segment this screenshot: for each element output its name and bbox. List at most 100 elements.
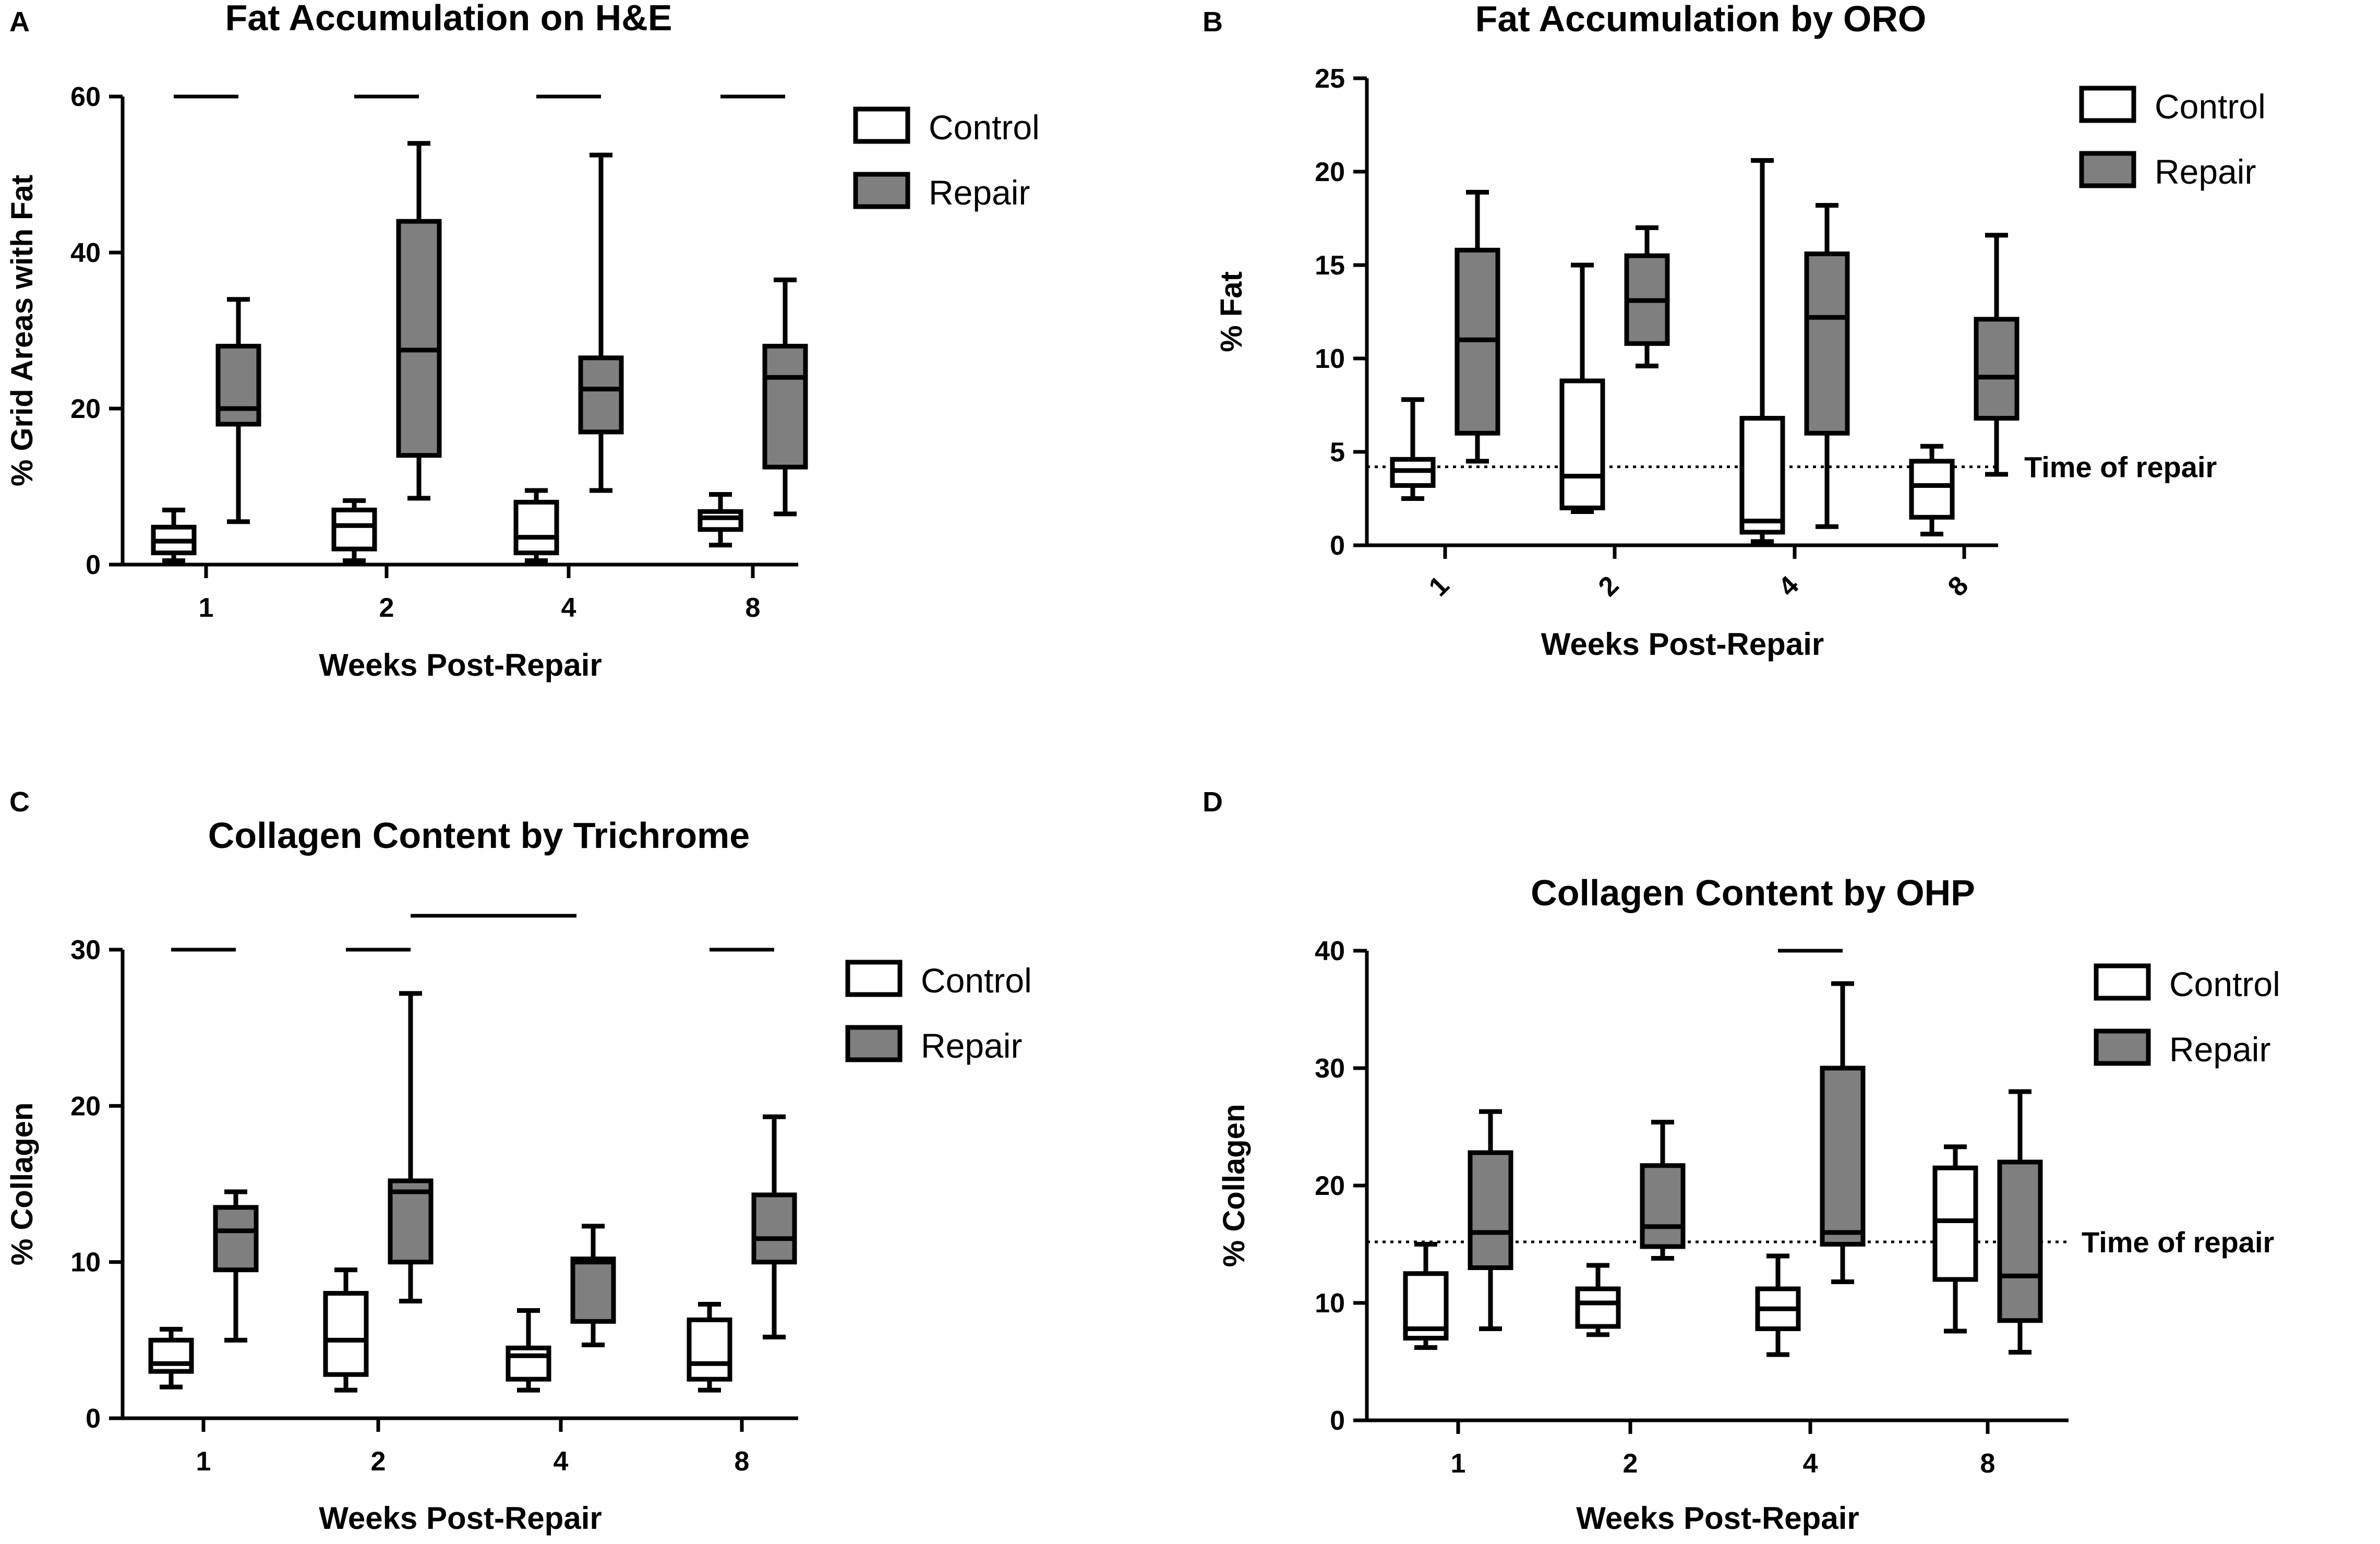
repair-box-week-1	[1468, 1150, 1513, 1270]
y-tick-label: 0	[86, 550, 101, 580]
legend-label-repair: Repair	[2169, 1030, 2270, 1069]
x-axis-label: Weeks Post-Repair	[319, 648, 602, 683]
x-tick-label: 1	[199, 593, 214, 623]
panel-letter-c: C	[9, 786, 30, 818]
legend-swatch-control	[2094, 963, 2151, 1001]
x-tick-label: 1	[1423, 570, 1455, 602]
control-box-week-4	[513, 499, 559, 556]
legend-swatch-control	[2079, 86, 2136, 123]
y-tick-label: 40	[1315, 936, 1345, 966]
y-tick-label: 20	[70, 394, 101, 424]
y-tick-label: 25	[1315, 64, 1345, 94]
x-axis-label: Weeks Post-Repair	[1541, 627, 1824, 662]
y-tick-label: 0	[86, 1404, 101, 1434]
repair-box-week-8	[1997, 1159, 2043, 1323]
legend-label-control: Control	[2155, 87, 2266, 126]
repair-box-week-4	[570, 1256, 616, 1324]
control-box-week-2	[1575, 1286, 1621, 1329]
chart-title: Collagen Content by OHP	[1531, 872, 1975, 913]
y-tick-label: 60	[70, 82, 101, 112]
y-tick-label: 0	[1330, 531, 1345, 561]
control-box-week-8	[1932, 1165, 1978, 1282]
chart-panel-d: Collagen Content by OHP 0 10 20 30 40 1 2 4 8 % Co…	[1217, 872, 2280, 1536]
repair-box-week-2	[396, 219, 442, 458]
chart-title: Fat Accumulation by ORO	[1475, 0, 1927, 39]
repair-box-week-4	[578, 355, 624, 435]
control-box-week-8	[687, 1317, 732, 1382]
panel-letter-b: B	[1203, 6, 1223, 38]
legend-swatch-control	[853, 106, 910, 144]
panel-letter-d: D	[1203, 786, 1223, 818]
chart-panel-c: Collagen Content by Trichrome 0 10 20 30 1 2 4 8…	[5, 815, 1032, 1536]
x-tick-label: 2	[371, 1446, 386, 1477]
y-tick-label: 30	[1315, 1054, 1345, 1084]
legend-label-repair: Repair	[921, 1026, 1022, 1065]
repair-box-week-2	[388, 1178, 434, 1265]
x-tick-label: 4	[561, 593, 576, 623]
control-box-week-8	[698, 509, 743, 532]
control-box-week-2	[323, 1291, 369, 1377]
chart-panel-a: Fat Accumulation on H&E 0 20 40 60 1 2 4 8 % Grid…	[5, 0, 1040, 683]
legend-swatch-repair	[853, 172, 910, 209]
chart-title: Fat Accumulation on H&E	[225, 0, 672, 38]
y-tick-label: 10	[70, 1248, 101, 1278]
y-tick-label: 20	[1315, 1171, 1345, 1201]
legend-swatch-repair	[2079, 151, 2136, 188]
x-tick-label: 1	[1451, 1449, 1466, 1479]
chart-panel-b: Fat Accumulation by ORO 0 5 10 15 20 25 1 2 4 8 % F…	[1215, 0, 2266, 662]
reference-line-label: Time of repair	[2082, 1226, 2274, 1259]
x-tick-label: 2	[1623, 1449, 1638, 1479]
x-tick-label: 8	[1980, 1449, 1996, 1479]
repair-box-week-8	[762, 343, 808, 470]
x-tick-label: 4	[1803, 1449, 1818, 1479]
legend-label-control: Control	[2169, 965, 2280, 1003]
y-axis-label: % Fat	[1215, 271, 1248, 352]
repair-box-week-4	[1804, 252, 1850, 436]
y-tick-label: 5	[1330, 437, 1345, 468]
x-tick-label: 4	[1773, 570, 1805, 603]
x-tick-label: 8	[1942, 570, 1974, 602]
y-tick-label: 20	[1315, 157, 1345, 187]
x-tick-label: 8	[746, 593, 761, 623]
control-box-week-1	[148, 1337, 194, 1374]
x-axis-label: Weeks Post-Repair	[1576, 1501, 1859, 1536]
x-axis-label: Weeks Post-Repair	[319, 1501, 602, 1536]
y-tick-label: 15	[1315, 250, 1345, 281]
chart-title: Collagen Content by Trichrome	[208, 815, 750, 856]
legend-label-repair: Repair	[929, 173, 1030, 212]
x-tick-label: 1	[196, 1446, 211, 1477]
y-tick-label: 10	[1315, 1288, 1345, 1319]
repair-box-week-4	[1820, 1066, 1866, 1247]
control-box-week-2	[1559, 378, 1605, 510]
y-tick-label: 30	[70, 935, 101, 965]
control-box-week-4	[506, 1345, 551, 1382]
panel-letter-a: A	[9, 6, 30, 38]
legend-swatch-repair	[845, 1025, 903, 1062]
y-tick-label: 0	[1330, 1406, 1345, 1436]
x-tick-label: 2	[379, 593, 394, 623]
reference-line-label: Time of repair	[2024, 451, 2217, 484]
repair-box-week-8	[751, 1192, 797, 1265]
legend-swatch-control	[845, 960, 903, 997]
y-axis-label: % Collagen	[5, 1103, 39, 1266]
repair-box-week-2	[1640, 1163, 1686, 1249]
control-box-week-8	[1909, 459, 1955, 520]
repair-box-week-1	[213, 1205, 259, 1273]
repair-box-week-1	[215, 343, 261, 427]
x-tick-label: 8	[735, 1446, 750, 1477]
repair-box-week-8	[1974, 317, 2020, 421]
y-axis-label: % Collagen	[1217, 1104, 1251, 1267]
control-box-week-4	[1739, 416, 1785, 535]
legend-label-control: Control	[929, 108, 1040, 147]
y-axis-label: % Grid Areas with Fat	[5, 175, 39, 486]
y-tick-label: 20	[70, 1091, 101, 1121]
x-tick-label: 2	[1593, 570, 1625, 602]
y-tick-label: 10	[1315, 344, 1345, 374]
legend-label-control: Control	[921, 961, 1032, 1000]
y-tick-label: 40	[70, 238, 101, 268]
legend-label-repair: Repair	[2155, 152, 2256, 191]
legend-swatch-repair	[2094, 1028, 2151, 1066]
control-box-week-2	[331, 507, 377, 552]
x-tick-label: 4	[554, 1446, 569, 1477]
